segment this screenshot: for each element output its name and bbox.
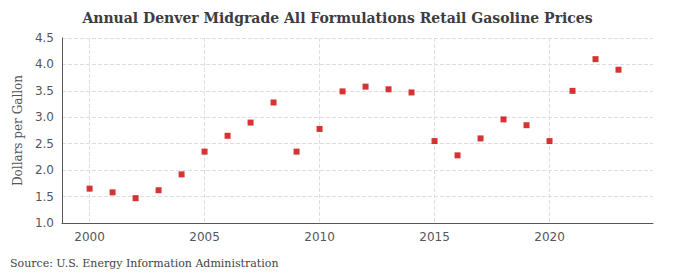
svg-text:2.0: 2.0 [35, 163, 54, 177]
svg-text:2015: 2015 [419, 230, 450, 244]
svg-text:2000: 2000 [74, 230, 105, 244]
svg-text:2005: 2005 [189, 230, 220, 244]
svg-text:1.5: 1.5 [35, 190, 54, 204]
svg-text:2.5: 2.5 [35, 137, 54, 151]
svg-text:3.0: 3.0 [35, 110, 54, 124]
svg-text:4.5: 4.5 [35, 31, 54, 45]
svg-text:4.0: 4.0 [35, 57, 54, 71]
svg-text:1.0: 1.0 [35, 216, 54, 230]
svg-text:2020: 2020 [534, 230, 565, 244]
svg-text:2010: 2010 [304, 230, 335, 244]
svg-text:Annual Denver Midgrade All For: Annual Denver Midgrade All Formulations … [81, 10, 592, 26]
svg-text:Source: U.S. Energy Informatio: Source: U.S. Energy Information Administ… [10, 257, 278, 270]
svg-text:3.5: 3.5 [35, 84, 54, 98]
svg-text:Dollars per Gallon: Dollars per Gallon [11, 75, 25, 186]
